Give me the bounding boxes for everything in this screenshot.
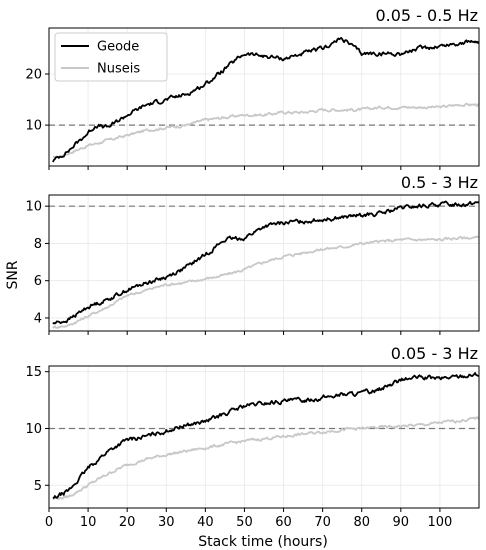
y-tick-label: 10	[25, 200, 42, 215]
y-tick-label: 20	[25, 68, 42, 83]
axes-frame	[48, 194, 480, 332]
x-tick-label: 50	[236, 515, 253, 530]
x-tick-label: 70	[314, 515, 331, 530]
chart-panels: 10 20 0.05 - 0.5 Hz Geode Nuseis 4 6 8 10 0.5 - 3…	[25, 6, 480, 530]
series-line-geode	[52, 200, 480, 325]
panel-3: 5 10 15 0 10 20 30 40 50 60 70 80 90 100 0.05 - 3 Hz	[25, 344, 480, 530]
series-line-nuseis	[52, 416, 480, 501]
axes-frame	[48, 365, 480, 509]
series-line-geode	[52, 372, 480, 500]
x-tick-label: 40	[197, 515, 214, 530]
panel-1: 10 20 0.05 - 0.5 Hz Geode Nuseis	[25, 6, 480, 170]
series-line-nuseis	[52, 235, 480, 329]
legend-label-nuseis: Nuseis	[97, 62, 140, 77]
legend-label-geode: Geode	[97, 40, 139, 55]
x-tick-label: 90	[393, 515, 410, 530]
x-tick-label: 100	[427, 515, 452, 530]
y-tick-label: 6	[34, 274, 42, 289]
series-line-geode	[52, 37, 480, 163]
y-tick-label: 5	[34, 479, 42, 494]
x-tick-label: 60	[275, 515, 292, 530]
x-tick-label: 20	[119, 515, 136, 530]
y-tick-label: 10	[25, 422, 42, 437]
y-tick-label: 8	[34, 237, 42, 252]
x-tick-label: 80	[353, 515, 370, 530]
panel-title: 0.05 - 0.5 Hz	[375, 6, 478, 25]
x-axis-label: Stack time (hours)	[198, 534, 328, 550]
y-axis-label: SNR	[5, 260, 21, 289]
x-tick-label: 10	[80, 515, 97, 530]
panel-title: 0.5 - 3 Hz	[401, 173, 478, 192]
series-line-nuseis	[52, 102, 480, 159]
x-tick-label: 30	[158, 515, 175, 530]
axes-frame	[48, 27, 480, 167]
legend: Geode Nuseis	[54, 32, 168, 82]
y-tick-label: 10	[25, 119, 42, 134]
y-tick-label: 15	[25, 365, 42, 380]
x-tick-label: 0	[45, 515, 53, 530]
panel-2: 4 6 8 10 0.5 - 3 Hz	[25, 173, 480, 335]
panel-title: 0.05 - 3 Hz	[391, 344, 478, 363]
y-tick-label: 4	[34, 311, 42, 326]
